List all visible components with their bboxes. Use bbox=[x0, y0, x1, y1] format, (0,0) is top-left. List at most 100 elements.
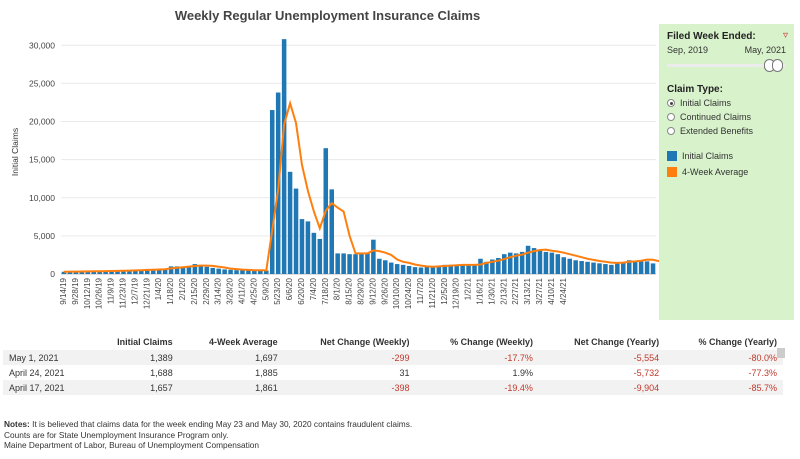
bar bbox=[412, 267, 418, 274]
bar bbox=[460, 264, 465, 274]
x-tick-label: 1/2/21 bbox=[464, 277, 473, 300]
bar bbox=[365, 252, 370, 274]
table-cell: -5,732 bbox=[633, 367, 660, 378]
table-row[interactable]: April 24, 2021 1,688 1,885 31 1.9% -5,73… bbox=[3, 365, 783, 380]
table-header: % Change (Yearly) bbox=[698, 337, 777, 347]
y-tick-label: 30,000 bbox=[29, 40, 55, 50]
radio-continued-claims[interactable]: Continued Claims bbox=[667, 112, 751, 122]
bar bbox=[454, 264, 459, 274]
table-row[interactable]: May 1, 2021 1,389 1,697 -299 -17.7% -5,5… bbox=[3, 350, 783, 365]
table-row[interactable]: April 17, 2021 1,657 1,861 -398 -19.4% -… bbox=[3, 380, 783, 395]
x-tick-label: 6/20/20 bbox=[297, 277, 306, 304]
x-tick-label: 9/12/20 bbox=[368, 277, 377, 304]
bar bbox=[632, 261, 638, 274]
radio-initial-claims[interactable]: Initial Claims bbox=[667, 98, 731, 108]
table-header: Net Change (Yearly) bbox=[574, 337, 660, 347]
claim-type-header: Claim Type: bbox=[667, 84, 723, 95]
bar bbox=[317, 238, 323, 274]
table-cell: 1,688 bbox=[150, 367, 173, 378]
y-tick-label: 10,000 bbox=[29, 193, 55, 203]
bar bbox=[638, 261, 644, 274]
bar bbox=[258, 270, 263, 274]
legend-swatch bbox=[667, 151, 677, 161]
x-tick-label: 7/4/20 bbox=[309, 277, 318, 300]
table-cell: -398 bbox=[283, 380, 416, 395]
bar bbox=[579, 261, 584, 274]
bar bbox=[240, 270, 245, 274]
bar bbox=[115, 270, 120, 274]
radio-selected-icon bbox=[667, 99, 675, 107]
bar bbox=[287, 171, 293, 274]
bar bbox=[162, 268, 168, 274]
bar bbox=[281, 39, 287, 275]
x-tick-label: 1/30/21 bbox=[487, 277, 496, 304]
bar bbox=[150, 269, 156, 274]
bar bbox=[597, 263, 602, 274]
x-tick-label: 8/15/20 bbox=[345, 277, 354, 304]
range-start: Sep, 2019 bbox=[667, 45, 709, 55]
table-cell: April 17, 2021 bbox=[3, 380, 91, 395]
bar bbox=[210, 267, 215, 274]
table-cell: 1,697 bbox=[178, 350, 284, 365]
x-tick-label: 11/23/19 bbox=[118, 277, 127, 308]
table-cell: 1,657 bbox=[90, 380, 179, 395]
bar bbox=[519, 251, 525, 274]
bar bbox=[186, 266, 192, 274]
x-tick-label: 10/10/20 bbox=[392, 277, 401, 309]
table-scrollbar[interactable] bbox=[777, 348, 785, 358]
date-range-slider[interactable] bbox=[667, 64, 785, 67]
radio-extended-benefits[interactable]: Extended Benefits bbox=[667, 126, 753, 136]
bar bbox=[507, 252, 513, 274]
chart: 0 5,000 10,000 15,000 20,000 25,000 30,000 Init… bbox=[10, 39, 660, 309]
bar bbox=[311, 232, 317, 274]
bar bbox=[335, 253, 340, 274]
bar bbox=[644, 261, 650, 274]
bar bbox=[109, 270, 114, 274]
y-tick-label: 5,000 bbox=[34, 231, 56, 241]
x-tick-label: 10/24/20 bbox=[404, 277, 413, 309]
bar bbox=[174, 266, 180, 274]
bar bbox=[204, 266, 210, 274]
bar bbox=[168, 266, 174, 274]
bar bbox=[400, 264, 406, 274]
x-tick-label: 2/15/20 bbox=[190, 277, 199, 304]
x-tick-label: 6/6/20 bbox=[285, 277, 294, 300]
table-cell: -5,554 bbox=[538, 350, 666, 365]
bar bbox=[127, 270, 132, 274]
bar bbox=[591, 262, 596, 274]
clear-filter-icon[interactable]: ▿ bbox=[782, 30, 788, 41]
x-tick-label: 3/14/20 bbox=[214, 277, 223, 304]
bar bbox=[567, 258, 572, 274]
x-tick-label: 2/29/20 bbox=[202, 277, 211, 304]
x-tick-label: 10/12/19 bbox=[83, 277, 92, 309]
slider-end-handle[interactable] bbox=[772, 59, 783, 72]
bar bbox=[216, 268, 221, 274]
legend-initial-claims[interactable]: Initial Claims bbox=[667, 151, 733, 161]
x-tick-label: 8/29/20 bbox=[356, 277, 365, 304]
bar bbox=[91, 271, 96, 274]
bar bbox=[478, 258, 483, 274]
chart-title: Weekly Regular Unemployment Insurance Cl… bbox=[174, 8, 481, 23]
legend-4-week-average[interactable]: 4-Week Average bbox=[667, 167, 748, 177]
bar bbox=[496, 257, 501, 274]
x-tick-label: 4/25/20 bbox=[249, 277, 258, 304]
bar bbox=[252, 270, 257, 274]
bar bbox=[246, 270, 251, 274]
x-tick-label: 3/28/20 bbox=[226, 277, 235, 304]
bar bbox=[192, 264, 198, 274]
bar bbox=[626, 260, 632, 274]
bar bbox=[424, 266, 430, 274]
bar bbox=[603, 264, 608, 274]
x-tick-label: 9/26/20 bbox=[380, 277, 389, 304]
x-tick-label: 3/13/21 bbox=[523, 277, 532, 304]
table-header-row: Initial Claims 4-Week Average Net Change… bbox=[3, 334, 783, 350]
x-tick-label: 9/14/19 bbox=[59, 277, 68, 304]
bar bbox=[472, 264, 477, 274]
bar bbox=[180, 267, 186, 274]
x-tick-label: 1/16/21 bbox=[475, 277, 484, 304]
x-tick-label: 12/19/20 bbox=[452, 277, 461, 309]
bar bbox=[388, 262, 394, 274]
bar bbox=[430, 266, 436, 274]
bar bbox=[347, 254, 352, 274]
x-tick-label: 11/21/20 bbox=[428, 277, 437, 308]
